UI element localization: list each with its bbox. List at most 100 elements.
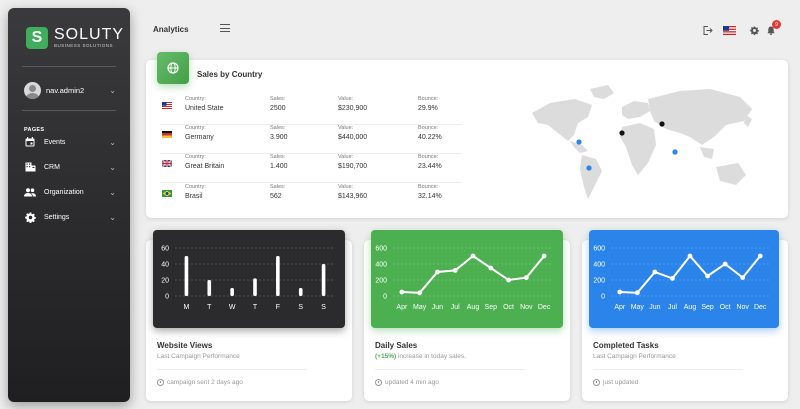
x-tick-label: Sep [485, 304, 498, 311]
chart-subtitle-text: increase in today sales. [396, 353, 466, 360]
sales-value: 2500 [270, 105, 286, 112]
x-tick-label: S [321, 304, 326, 311]
chart-subtitle: Last Campaign Performance [593, 353, 676, 360]
sidebar-item-organization[interactable]: Organization ⌄ [24, 185, 116, 199]
gb-flag-icon [162, 160, 172, 167]
chart-subtitle: (+15%) increase in today sales. [375, 353, 466, 360]
sidebar-item-label: Events [44, 138, 66, 146]
sales-card-title: Sales by Country [197, 70, 263, 79]
map-marker[interactable] [659, 121, 665, 127]
value-label: Value: [338, 125, 354, 131]
x-tick-label: Sep [701, 304, 714, 311]
value-label: Value: [338, 154, 354, 160]
user-name: nav.admin2 [46, 85, 85, 95]
sales-label: Sales: [270, 184, 286, 190]
bar [207, 280, 212, 296]
data-point [670, 276, 675, 281]
map-marker[interactable] [576, 139, 582, 145]
chevron-down-icon: ⌄ [109, 85, 116, 95]
data-point [722, 261, 728, 267]
y-tick-label: 400 [375, 262, 387, 269]
data-point [435, 269, 440, 275]
globe-icon [157, 52, 189, 84]
brand-logo: S [26, 27, 48, 49]
bar [253, 278, 257, 296]
sidebar-item-events[interactable]: Events ⌄ [24, 135, 116, 149]
sidebar-item-crm[interactable]: CRM ⌄ [24, 160, 116, 174]
chevron-down-icon: ⌄ [109, 212, 116, 222]
data-point [399, 289, 405, 295]
chevron-down-icon: ⌄ [109, 162, 116, 172]
data-point [617, 289, 623, 295]
y-tick-label: 200 [593, 278, 605, 285]
divider [375, 369, 525, 370]
chart-footer: updated 4 min ago [375, 379, 439, 386]
x-tick-label: Jul [668, 304, 677, 311]
bar [276, 256, 280, 296]
series-line [619, 254, 761, 294]
clock-icon [375, 379, 382, 386]
x-tick-label: Nov [736, 304, 749, 311]
avatar [24, 81, 41, 99]
brand[interactable]: S SOLUTY BUSINESS SOLUTIONS [26, 27, 124, 49]
x-tick-label: T [207, 304, 212, 311]
sales-label: Sales: [270, 96, 286, 102]
x-tick-label: Apr [614, 304, 626, 311]
x-tick-label: Jul [451, 304, 460, 311]
data-point [757, 253, 763, 259]
bounce-label: Bounce: [418, 154, 439, 160]
data-point [452, 268, 458, 273]
x-tick-label: Jun [432, 304, 443, 311]
map-marker[interactable] [586, 165, 592, 171]
x-tick-label: Aug [467, 304, 480, 311]
chart-title: Daily Sales [375, 341, 418, 350]
bounce-value: 40.22% [418, 134, 442, 141]
y-tick-label: 20 [161, 278, 169, 285]
us-flag-icon[interactable] [722, 25, 736, 35]
map-marker[interactable] [672, 149, 678, 155]
sales-label: Sales: [270, 154, 286, 160]
sidebar: S SOLUTY BUSINESS SOLUTIONS nav.admin2 ⌄… [8, 8, 130, 402]
divider [593, 369, 743, 370]
country-label: Country: [185, 154, 206, 160]
value-value: $190,700 [338, 163, 368, 170]
gear-icon [24, 211, 36, 223]
chart-footer-text: just updated [603, 379, 639, 386]
logout-icon[interactable] [702, 25, 714, 35]
chart-subtitle: Last Campaign Performance [157, 353, 240, 360]
menu-icon[interactable] [220, 24, 230, 33]
data-point [470, 253, 476, 259]
x-tick-label: Jun [649, 304, 660, 311]
notification-badge: 9 [772, 20, 781, 29]
value-value: $440,000 [338, 134, 368, 141]
daily-sales-chart: 600 400 200 0 Apr May Jun Jul Aug Sep Oct Nov Dec [375, 246, 553, 311]
world-map[interactable] [530, 75, 770, 205]
website-views-chart-header: 60 40 20 0 M T W T F S S [153, 230, 345, 328]
y-tick-label: 0 [165, 294, 169, 301]
chart-footer-text: campaign sent 2 days ago [167, 379, 243, 386]
user-menu[interactable]: nav.admin2 ⌄ [24, 81, 116, 99]
bounce-label: Bounce: [418, 184, 439, 190]
y-tick-label: 0 [383, 294, 387, 301]
y-tick-label: 0 [601, 294, 605, 301]
table-row: Country: Germany Sales: 3.900 Value: $440,0… [160, 125, 462, 154]
map-marker[interactable] [619, 130, 625, 136]
y-tick-label: 400 [593, 262, 605, 269]
bounce-label: Bounce: [418, 96, 439, 102]
sales-label: Sales: [270, 125, 286, 131]
divider [157, 369, 307, 370]
sales-value: 562 [270, 193, 282, 200]
data-point [705, 273, 710, 279]
value-label: Value: [338, 184, 354, 190]
value-label: Value: [338, 96, 354, 102]
daily-sales-chart-header: 600 400 200 0 Apr May Jun Jul Aug Sep Oct Nov Dec [371, 230, 563, 328]
y-tick-label: 40 [161, 262, 169, 269]
bounce-value: 23.44% [418, 163, 442, 170]
de-flag-icon [162, 131, 172, 138]
y-tick-label: 600 [375, 246, 387, 253]
sidebar-item-settings[interactable]: Settings ⌄ [24, 210, 116, 224]
divider [22, 110, 116, 111]
gear-icon[interactable] [748, 25, 760, 35]
sidebar-item-label: CRM [44, 163, 60, 171]
x-tick-label: M [184, 304, 190, 311]
